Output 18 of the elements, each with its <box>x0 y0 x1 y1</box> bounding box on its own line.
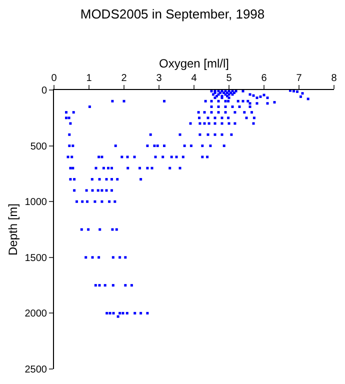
x-axis-title: Oxygen [ml/l] <box>158 56 230 70</box>
y-tick-label: 0 <box>41 86 48 96</box>
x-tick-label: 7 <box>296 73 302 84</box>
y-tick-label: 500 <box>30 141 48 152</box>
y-tick-label: 1500 <box>24 252 48 264</box>
x-tick-label: 1 <box>86 73 92 84</box>
x-tick-label: 6 <box>261 73 268 84</box>
y-tick-label: 2000 <box>24 308 48 320</box>
x-tick-label: 3 <box>156 73 162 84</box>
chart-title: MODS2005 in September, 1998 <box>80 6 265 22</box>
x-tick-label: 4 <box>191 73 198 84</box>
y-tick-label: 2500 <box>24 364 48 376</box>
x-tick-label: 8 <box>331 73 338 84</box>
x-tick-label: 5 <box>226 73 232 84</box>
x-tick-label: 0 <box>51 73 58 84</box>
y-axis-title: Depth [m] <box>6 203 20 256</box>
y-tick-label: 1000 <box>24 197 48 208</box>
x-tick-label: 2 <box>121 73 128 84</box>
